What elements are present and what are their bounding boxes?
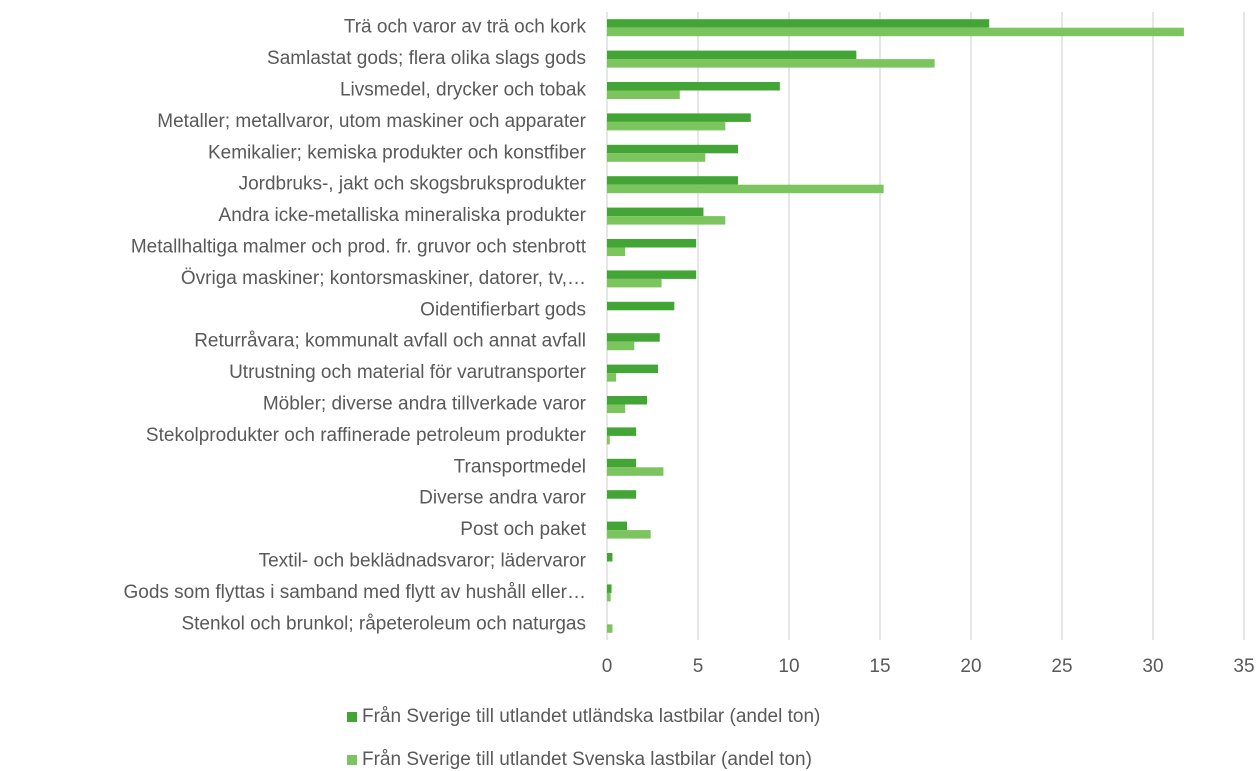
bar: [607, 467, 664, 476]
bar: [607, 153, 706, 162]
y-tick-label: Samlastat gods; flera olika slags gods: [267, 48, 586, 69]
bar: [607, 592, 611, 602]
x-tick-label: 10: [778, 656, 799, 677]
bar: [607, 373, 617, 382]
bar: [607, 333, 660, 342]
y-tick-label: Trä och varor av trä och kork: [344, 17, 587, 38]
x-tick-label: 0: [602, 656, 613, 677]
y-tick-label: Textil- och beklädnadsvaror; lädervaror: [259, 551, 587, 572]
bar: [607, 364, 658, 374]
y-tick-label: Diverse andra varor: [419, 488, 587, 509]
y-tick-label: Oidentifierbart gods: [420, 299, 586, 320]
bar: [607, 247, 626, 256]
bar: [607, 435, 610, 445]
y-tick-label: Utrustning och material för varutranspor…: [229, 362, 587, 383]
y-tick-label: Andra icke-metalliska mineraliska produk…: [219, 205, 587, 226]
bar: [607, 553, 613, 562]
bar: [607, 521, 628, 531]
y-tick-label: Metaller; metallvaror, utom maskiner och…: [157, 111, 586, 132]
y-tick-label: Gods som flyttas i samband med flytt av …: [123, 582, 586, 603]
bar: [607, 239, 697, 248]
x-tick-label: 30: [1142, 656, 1163, 677]
bar: [607, 427, 637, 436]
x-tick-label: 20: [960, 656, 981, 677]
y-tick-label: Returråvara; kommunalt avfall och annat …: [194, 331, 586, 352]
bar: [607, 27, 1184, 37]
bar: [607, 490, 637, 499]
bar: [607, 396, 648, 405]
bar: [607, 59, 935, 68]
bar: [607, 207, 704, 217]
bar: [607, 19, 990, 28]
bar: [607, 624, 613, 633]
x-tick-label: 35: [1233, 656, 1254, 677]
bar: [607, 176, 739, 185]
bar: [607, 278, 662, 288]
y-tick-label: Möbler; diverse andra tillverkade varor: [263, 394, 587, 415]
y-tick-label: Post och paket: [460, 519, 586, 540]
x-tick-label: 25: [1051, 656, 1072, 677]
y-tick-label: Stekolprodukter och raffinerade petroleu…: [146, 425, 587, 446]
bar: [607, 184, 884, 194]
bar: [607, 584, 612, 593]
y-tick-label: Kemikalier; kemiska produkter och konstf…: [208, 142, 587, 163]
bar: [607, 404, 626, 413]
legend-label: Från Sverige till utlandet utländska las…: [362, 706, 820, 727]
x-tick-label: 15: [869, 656, 890, 677]
y-tick-label: Övriga maskiner; kontorsmaskiner, datore…: [181, 268, 586, 289]
y-tick-label: Stenkol och brunkol; råpeteroleum och na…: [181, 613, 586, 634]
bar: [607, 121, 726, 131]
bar: [607, 82, 780, 91]
bar: [607, 144, 739, 154]
bar: [607, 113, 751, 122]
bar: [607, 270, 697, 279]
y-tick-label: Transportmedel: [454, 456, 586, 477]
legend-swatch: [347, 755, 357, 765]
bar: [607, 90, 680, 99]
y-tick-label: Livsmedel, drycker och tobak: [340, 80, 587, 101]
y-tick-label: Metallhaltiga malmer och prod. fr. gruvo…: [131, 237, 587, 258]
y-tick-label: Jordbruks-, jakt och skogsbruksprodukter: [239, 174, 587, 195]
bar: [607, 301, 675, 311]
legend-label: Från Sverige till utlandet Svenska lastb…: [362, 749, 812, 770]
bar: [607, 530, 651, 539]
x-tick-label: 5: [693, 656, 704, 677]
bar: [607, 50, 857, 60]
legend-swatch: [347, 712, 357, 722]
bar: [607, 216, 726, 225]
bar: [607, 341, 635, 351]
bar: [607, 458, 637, 468]
